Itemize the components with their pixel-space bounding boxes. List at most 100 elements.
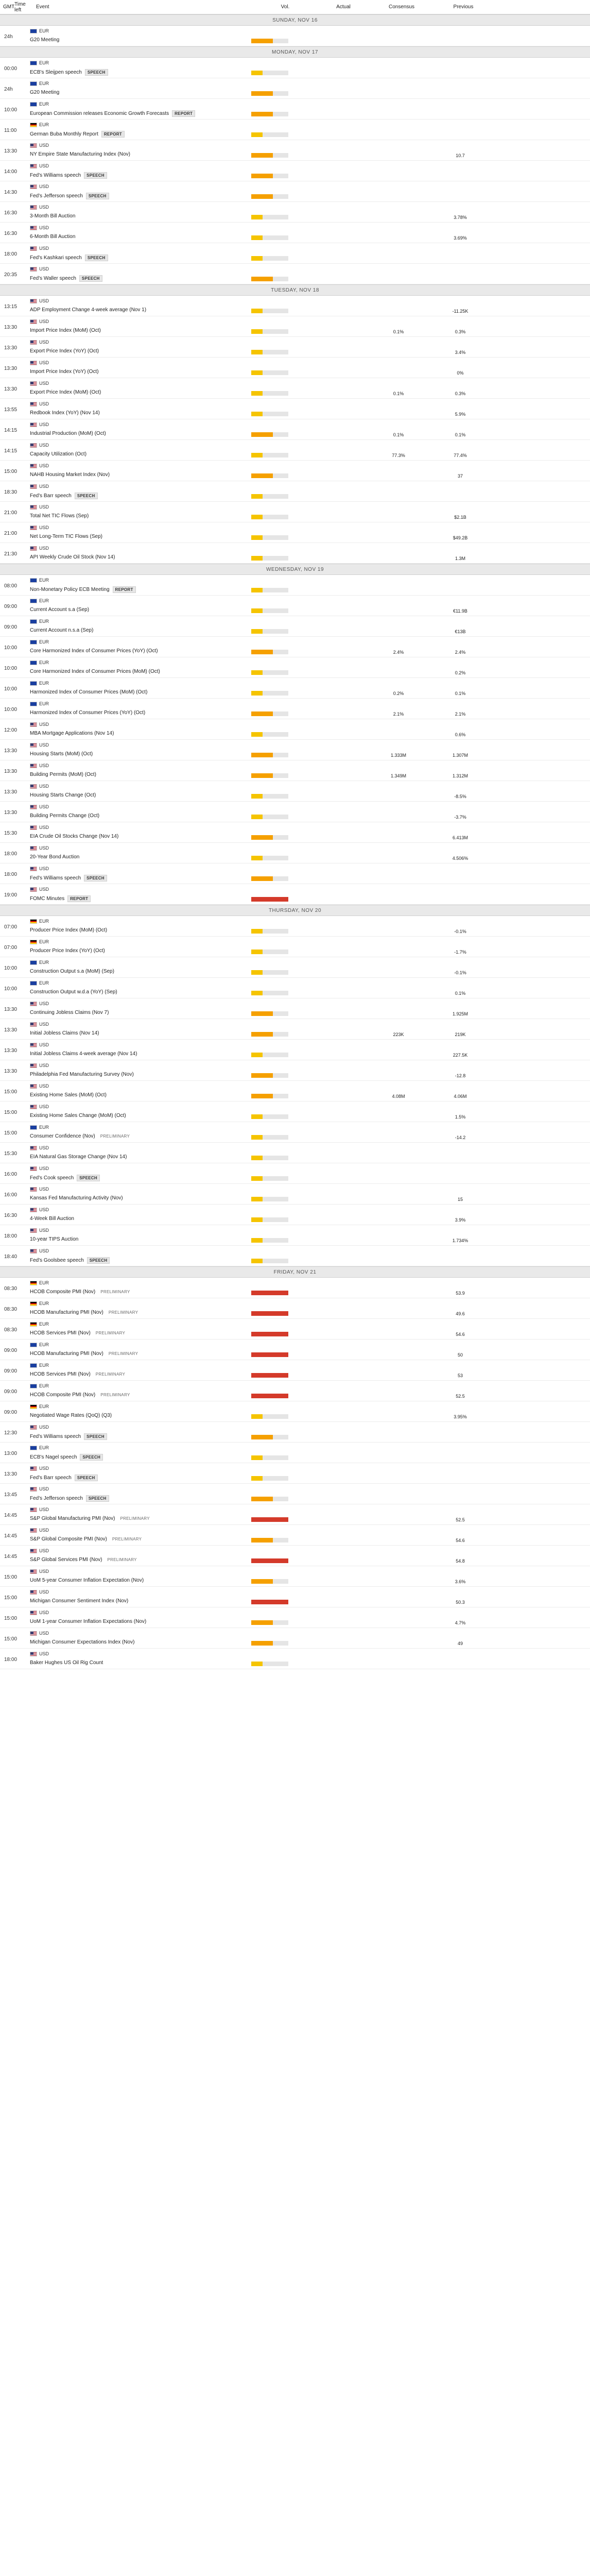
event-name[interactable]: Fed's Williams speech [30,875,81,881]
event-name[interactable]: HCOB Manufacturing PMI (Nov) [30,1351,103,1357]
event-row[interactable]: 09:00 EUR Negotiated Wage Rates (QoQ) (Q3)… [0,1401,590,1422]
event-row[interactable]: 08:00 EUR Non-Monetary Policy ECB Meeting R… [0,575,590,596]
event-name[interactable]: Housing Starts Change (Oct) [30,792,96,798]
event-name[interactable]: HCOB Composite PMI (Nov) [30,1392,96,1398]
event-name[interactable]: UoM 5-year Consumer Inflation Expectatio… [30,1578,144,1583]
event-row[interactable]: 21:00 USD Total Net TIC Flows (Sep) $2.1B [0,502,590,522]
event-name[interactable]: HCOB Services PMI (Nov) [30,1330,91,1336]
event-name[interactable]: HCOB Composite PMI (Nov) [30,1289,96,1295]
event-name[interactable]: Harmonized Index of Consumer Prices (MoM… [30,689,148,695]
event-row[interactable]: 15:00 USD Michigan Consumer Expectations I… [0,1628,590,1649]
event-name[interactable]: Fed's Goolsbee speech [30,1258,84,1263]
event-row[interactable]: 13:30 USD Import Price Index (YoY) (Oct) 0% [0,358,590,378]
event-name[interactable]: 4-Week Bill Auction [30,1216,74,1222]
event-name[interactable]: 10-year TIPS Auction [30,1236,79,1242]
event-name[interactable]: EIA Crude Oil Stocks Change (Nov 14) [30,834,119,839]
event-name[interactable]: ECB's Nagel speech [30,1454,77,1460]
event-name[interactable]: Capacity Utilization (Oct) [30,451,87,457]
event-row[interactable]: 21:30 USD API Weekly Crude Oil Stock (Nov … [0,543,590,564]
event-row[interactable]: 18:00 USD 20-Year Bond Auction 4.506% [0,843,590,863]
event-name[interactable]: Construction Output w.d.a (YoY) (Sep) [30,989,117,995]
event-row[interactable]: 09:00 EUR Current Account n.s.a (Sep) €13B [0,616,590,637]
event-row[interactable]: 15:00 USD UoM 1-year Consumer Inflation Ex… [0,1607,590,1628]
event-name[interactable]: 6-Month Bill Auction [30,234,76,240]
event-row[interactable]: 13:30 USD Initial Jobless Claims 4-week av… [0,1040,590,1060]
event-row[interactable]: 18:00 USD Fed's Kashkari speech SPEECH [0,243,590,264]
event-row[interactable]: 13:15 USD ADP Employment Change 4-week ave… [0,296,590,316]
event-name[interactable]: G20 Meeting [30,37,60,43]
event-row[interactable]: 14:00 USD Fed's Williams speech SPEECH [0,161,590,181]
event-name[interactable]: Existing Home Sales (MoM) (Oct) [30,1092,107,1098]
header-event[interactable]: Event [36,4,49,10]
event-name[interactable]: Consumer Confidence (Nov) [30,1133,95,1139]
event-row[interactable]: 08:30 EUR HCOB Composite PMI (Nov) PRELIMIN… [0,1278,590,1298]
event-row[interactable]: 08:30 EUR HCOB Manufacturing PMI (Nov) PREL… [0,1298,590,1319]
event-row[interactable]: 10:00 EUR Core Harmonized Index of Consume… [0,657,590,678]
event-row[interactable]: 15:00 USD NAHB Housing Market Index (Nov) 3… [0,461,590,481]
event-row[interactable]: 15:00 USD Existing Home Sales (MoM) (Oct) 4… [0,1081,590,1101]
event-name[interactable]: EIA Natural Gas Storage Change (Nov 14) [30,1154,127,1160]
event-row[interactable]: 13:30 USD Building Permits (MoM) (Oct) 1.34… [0,760,590,781]
event-name[interactable]: 20-Year Bond Auction [30,854,80,860]
header-gmt[interactable]: GMT [3,4,15,10]
event-name[interactable]: Fed's Jefferson speech [30,1496,83,1501]
event-name[interactable]: ADP Employment Change 4-week average (No… [30,307,147,313]
event-row[interactable]: 13:30 USD NY Empire State Manufacturing In… [0,140,590,161]
event-name[interactable]: Current Account s.a (Sep) [30,607,90,613]
event-name[interactable]: Fed's Barr speech [30,493,72,499]
event-row[interactable]: 11:00 EUR German Buba Monthly Report REPORT [0,120,590,140]
event-row[interactable]: 19:00 USD FOMC Minutes REPORT [0,884,590,905]
event-name[interactable]: Export Price Index (YoY) (Oct) [30,348,99,354]
event-name[interactable]: Harmonized Index of Consumer Prices (YoY… [30,710,146,716]
event-name[interactable]: HCOB Manufacturing PMI (Nov) [30,1310,103,1315]
event-name[interactable]: Total Net TIC Flows (Sep) [30,513,89,519]
event-name[interactable]: S&P Global Services PMI (Nov) [30,1557,102,1563]
event-name[interactable]: Building Permits Change (Oct) [30,813,100,819]
header-time-left[interactable]: Time left [14,1,26,13]
event-name[interactable]: Import Price Index (YoY) (Oct) [30,369,99,375]
event-row[interactable]: 24h EUR G20 Meeting [0,78,590,99]
event-name[interactable]: 3-Month Bill Auction [30,213,76,219]
event-row[interactable]: 10:00 EUR European Commission releases Eco… [0,99,590,120]
event-name[interactable]: Current Account n.s.a (Sep) [30,628,94,633]
header-vol[interactable]: Vol. [281,4,290,10]
event-row[interactable]: 13:30 USD Fed's Barr speech SPEECH [0,1463,590,1484]
event-row[interactable]: 08:30 EUR HCOB Services PMI (Nov) PRELIMINA… [0,1319,590,1340]
event-name[interactable]: Fed's Cook speech [30,1175,74,1181]
event-name[interactable]: Producer Price Index (YoY) (Oct) [30,948,105,954]
event-row[interactable]: 13:30 USD Continuing Jobless Claims (Nov 7… [0,998,590,1019]
event-row[interactable]: 14:45 USD S&P Global Manufacturing PMI (No… [0,1504,590,1525]
event-name[interactable]: Fed's Jefferson speech [30,193,83,199]
event-name[interactable]: ECB's Sleijpen speech [30,70,82,75]
event-name[interactable]: FOMC Minutes [30,896,65,902]
event-name[interactable]: S&P Global Composite PMI (Nov) [30,1536,107,1542]
event-row[interactable]: 13:30 USD Initial Jobless Claims (Nov 14) 2… [0,1019,590,1040]
event-row[interactable]: 14:15 USD Industrial Production (MoM) (Oct… [0,419,590,440]
event-row[interactable]: 18:00 USD 10-year TIPS Auction 1.734% [0,1225,590,1246]
event-row[interactable]: 21:00 USD Net Long-Term TIC Flows (Sep) $49… [0,522,590,543]
event-name[interactable]: MBA Mortgage Applications (Nov 14) [30,731,114,736]
event-name[interactable]: Housing Starts (MoM) (Oct) [30,751,93,757]
event-row[interactable]: 13:30 USD Import Price Index (MoM) (Oct) 0.… [0,316,590,337]
event-row[interactable]: 09:00 EUR HCOB Composite PMI (Nov) PRELIMIN… [0,1381,590,1401]
event-name[interactable]: Export Price Index (MoM) (Oct) [30,389,101,395]
event-row[interactable]: 16:30 USD 6-Month Bill Auction 3.69% [0,223,590,243]
event-name[interactable]: G20 Meeting [30,90,60,95]
event-row[interactable]: 13:55 USD Redbook Index (YoY) (Nov 14) 5.9% [0,399,590,419]
event-name[interactable]: Michigan Consumer Expectations Index (No… [30,1639,135,1645]
header-consensus[interactable]: Consensus [388,4,415,10]
event-row[interactable]: 18:00 USD Baker Hughes US Oil Rig Count [0,1649,590,1669]
event-name[interactable]: Producer Price Index (MoM) (Oct) [30,927,108,933]
event-row[interactable]: 10:00 EUR Core Harmonized Index of Consume… [0,637,590,657]
event-row[interactable]: 20:35 USD Fed's Waller speech SPEECH [0,264,590,284]
event-row[interactable]: 09:00 EUR HCOB Manufacturing PMI (Nov) PREL… [0,1340,590,1360]
event-name[interactable]: Fed's Williams speech [30,1434,81,1439]
event-row[interactable]: 14:45 USD S&P Global Services PMI (Nov) PRE… [0,1546,590,1566]
event-name[interactable]: European Commission releases Economic Gr… [30,111,169,116]
event-name[interactable]: Redbook Index (YoY) (Nov 14) [30,410,100,416]
event-row[interactable]: 07:00 EUR Producer Price Index (MoM) (Oct)… [0,916,590,937]
event-row[interactable]: 10:00 EUR Harmonized Index of Consumer Pri… [0,678,590,699]
event-row[interactable]: 12:00 USD MBA Mortgage Applications (Nov 1… [0,719,590,740]
event-name[interactable]: Fed's Williams speech [30,173,81,178]
event-name[interactable]: Fed's Kashkari speech [30,255,82,261]
